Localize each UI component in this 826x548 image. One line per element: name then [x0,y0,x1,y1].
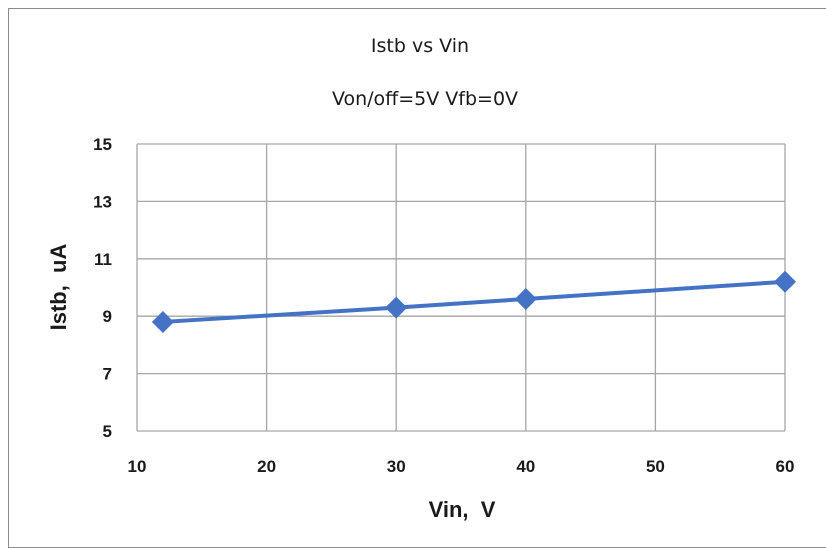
data-point-marker [514,287,537,310]
chart-subtitle: Von/off=5V Vfb=0V [332,88,518,110]
y-tick-labels: 5 7 9 11 13 15 [93,135,112,441]
y-tick-label: 11 [94,250,112,269]
data-point-marker [385,296,408,319]
series-layer [151,270,796,333]
x-tick-label: 20 [257,457,276,476]
x-tick-label: 30 [387,457,406,476]
chart: Istb vs Vin Von/off=5V Vfb=0V 10 20 30 40 50… [46,35,796,522]
y-tick-label: 13 [93,192,112,211]
chart-title: Istb vs Vin [371,35,469,57]
y-tick-label: 7 [103,365,112,384]
y-tick-label: 9 [103,307,112,326]
x-tick-labels: 10 20 30 40 50 60 [128,457,795,476]
data-point-marker [774,270,796,293]
x-tick-label: 40 [516,457,535,476]
x-tick-label: 10 [128,457,147,476]
y-tick-label: 15 [93,135,112,154]
series-line [162,279,786,324]
data-point-marker [151,310,174,333]
y-tick-label: 5 [103,422,112,441]
y-axis-label: Istb, uA [46,244,71,331]
x-tick-label: 60 [776,457,795,476]
x-axis-label: Vin, V [429,497,496,522]
x-tick-label: 50 [646,457,665,476]
